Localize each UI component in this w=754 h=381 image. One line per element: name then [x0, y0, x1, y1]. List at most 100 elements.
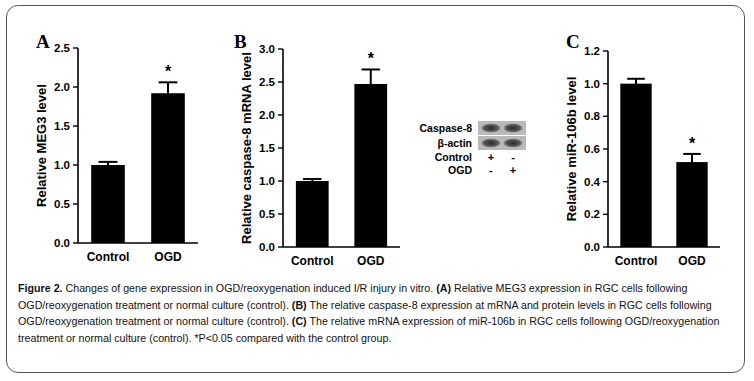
y-tick-label: 2.0	[54, 81, 70, 93]
y-tick-label: 0.2	[584, 208, 600, 220]
caption-label: (B)	[292, 299, 307, 311]
bar	[676, 162, 707, 247]
bar	[91, 165, 125, 243]
y-tick-label: 0.5	[54, 198, 71, 210]
y-tick-label: 0.8	[584, 110, 601, 122]
y-tick-label: 1.0	[259, 175, 275, 187]
chart-panel: C0.00.20.40.60.81.01.2ControlOGDRelative…	[564, 31, 720, 268]
error-cap	[303, 178, 321, 180]
x-axis	[78, 242, 198, 244]
marks	[91, 82, 185, 243]
x-tick-label: OGD	[154, 250, 182, 264]
y-tick	[278, 246, 283, 247]
y-tick	[73, 164, 78, 165]
blot-band	[481, 139, 500, 148]
blot-row-label: Caspase-8	[419, 122, 472, 134]
y-tick	[603, 148, 608, 149]
marks	[620, 79, 707, 247]
y-axis-title: Relative MEG3 level	[34, 84, 49, 207]
error-cap	[159, 81, 178, 83]
caption: Figure 2. Changes of gene expression in …	[18, 280, 740, 346]
y-axis-title: Relative miR-106b level	[564, 77, 579, 222]
blot-condition-label: OGD	[448, 164, 472, 176]
panel-letter: A	[36, 31, 50, 52]
x-axis	[608, 246, 720, 248]
error-line	[635, 79, 637, 89]
y-tick	[278, 147, 283, 148]
blot-band	[503, 124, 522, 133]
x-tick-label: Control	[291, 254, 334, 268]
error-bar	[99, 162, 118, 168]
y-tick	[603, 83, 608, 84]
x-axis	[283, 246, 400, 248]
y-tick-label: 1.5	[54, 120, 71, 132]
significance-mark: *	[368, 50, 375, 67]
error-bar	[159, 82, 178, 104]
x-tick-label: Control	[87, 250, 130, 264]
y-tick-label: 0.0	[584, 241, 600, 253]
blot-band	[503, 139, 522, 148]
bar	[296, 181, 329, 247]
y-axis-title: Relative caspase-8 mRNA level	[239, 52, 254, 244]
y-tick	[73, 125, 78, 126]
error-bar	[683, 154, 701, 170]
blot-row-label: β-actin	[438, 137, 472, 149]
blot-sign: +	[488, 151, 494, 163]
blot-band	[481, 124, 500, 133]
error-bar	[627, 79, 645, 89]
y-tick	[278, 213, 283, 214]
blot-strip	[478, 121, 526, 135]
error-bar	[362, 69, 380, 98]
blot-condition-label: Control	[435, 151, 472, 163]
caption-label: Figure 2.	[18, 282, 63, 294]
significance-mark: *	[165, 63, 172, 80]
bar	[620, 84, 651, 247]
bar	[151, 93, 185, 243]
y-tick	[603, 116, 608, 117]
error-line	[691, 154, 693, 170]
y-tick	[73, 86, 78, 87]
error-cap	[362, 68, 380, 70]
caption-label: (A)	[436, 282, 451, 294]
y-tick	[278, 81, 283, 82]
y-tick-label: 2.5	[259, 76, 276, 88]
figure: A0.00.51.01.52.02.5ControlOGDRelative ME…	[0, 0, 754, 280]
significance-mark: *	[689, 135, 696, 152]
caption-label: (C)	[292, 315, 307, 327]
y-tick	[603, 246, 608, 247]
y-tick	[603, 214, 608, 215]
chart-panel: A 0.0 0.5 1.0 1.5 2.0 2.5 Control OGD Relative ME…	[34, 31, 198, 264]
y-tick-label: 0.6	[584, 143, 600, 155]
x-tick-label: OGD	[678, 254, 706, 268]
error-line	[167, 82, 169, 104]
chart-panel: B0.00.51.01.52.02.53.0ControlOGDRelative…	[234, 31, 400, 268]
y-tick-label: 2.5	[54, 42, 71, 54]
error-line	[370, 69, 372, 98]
x-tick-label: OGD	[357, 254, 385, 268]
y-tick-label: 0.4	[584, 176, 601, 188]
y-tick-label: 0.0	[54, 237, 70, 249]
y-tick	[278, 180, 283, 181]
y-tick	[603, 181, 608, 182]
blot-sign: -	[511, 151, 515, 163]
y-tick	[73, 47, 78, 48]
marks	[296, 69, 387, 247]
panel-letter: C	[566, 31, 580, 52]
y-tick-label: 3.0	[259, 43, 275, 55]
y-tick	[73, 203, 78, 204]
error-bar	[303, 179, 321, 183]
y-tick-label: 2.0	[259, 109, 275, 121]
y-tick-label: 0.0	[259, 241, 275, 253]
y-tick	[73, 242, 78, 243]
error-cap	[683, 153, 701, 155]
y-tick-label: 1.2	[584, 45, 600, 57]
y-tick-label: 0.5	[259, 208, 276, 220]
blot-sign: -	[489, 164, 493, 176]
bar	[354, 84, 387, 247]
y-tick	[278, 48, 283, 49]
y-tick-label: 1.5	[259, 142, 276, 154]
error-cap	[627, 78, 645, 80]
error-cap	[99, 161, 118, 163]
blot-strip	[478, 136, 526, 150]
y-tick-label: 1.0	[54, 159, 70, 171]
